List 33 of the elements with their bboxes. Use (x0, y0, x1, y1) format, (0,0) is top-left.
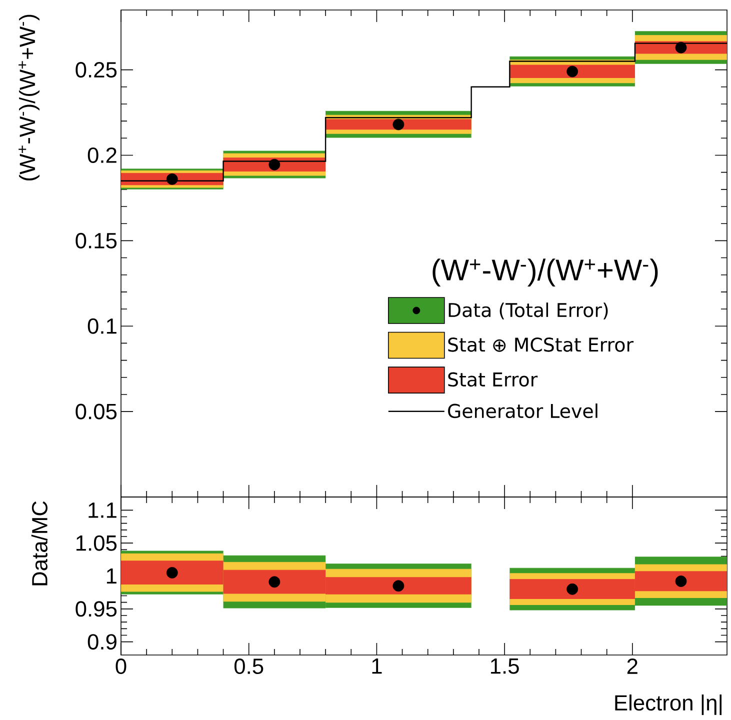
y-tick-label: 0.1 (88, 318, 116, 334)
y-tick-label: 0.2 (88, 147, 116, 164)
point (166, 173, 178, 185)
text: (W$^{+}$-W$^{-}$)/(W$^{+}$+W$^{-}$) (18, 14, 40, 180)
y-tick-label: 0.05 (76, 404, 117, 420)
x-tick-label: 0.5 (234, 658, 264, 674)
x-axis-title: Electron |η| (615, 694, 722, 716)
point (675, 42, 687, 54)
point (268, 576, 280, 588)
point (392, 580, 404, 592)
y-tick-label: 0.25 (76, 62, 117, 78)
y-tick-label: 1.05 (76, 535, 117, 551)
x-tick-label: 2 (627, 658, 638, 674)
legend-label: Stat Error (448, 372, 538, 387)
y-tick-label: 0.15 (76, 232, 117, 248)
x-tick-label: 1 (372, 658, 382, 674)
x-tick-label: 0 (116, 658, 126, 674)
y-tick-label: 0.9 (88, 634, 116, 650)
legend-label: Generator Level (448, 403, 598, 418)
point (166, 567, 178, 578)
legend-label: Stat ⊕ MCStat Error (448, 338, 634, 352)
point (675, 576, 687, 587)
y-tick-label: 1 (106, 568, 116, 584)
point (268, 158, 280, 170)
y-tick-label: 0.95 (76, 601, 117, 617)
y-axis-title: Data/MC (31, 501, 48, 586)
text: (W$^{+}$-W$^{-}$)/(W$^{+}$+W$^{-}$) (432, 258, 658, 286)
y-tick-label: 1.1 (88, 502, 116, 518)
x-tick-label: 1.5 (490, 658, 519, 674)
point (566, 583, 578, 595)
legend-label: Data (Total Error) (448, 302, 608, 320)
point (392, 118, 404, 130)
point (566, 66, 578, 78)
